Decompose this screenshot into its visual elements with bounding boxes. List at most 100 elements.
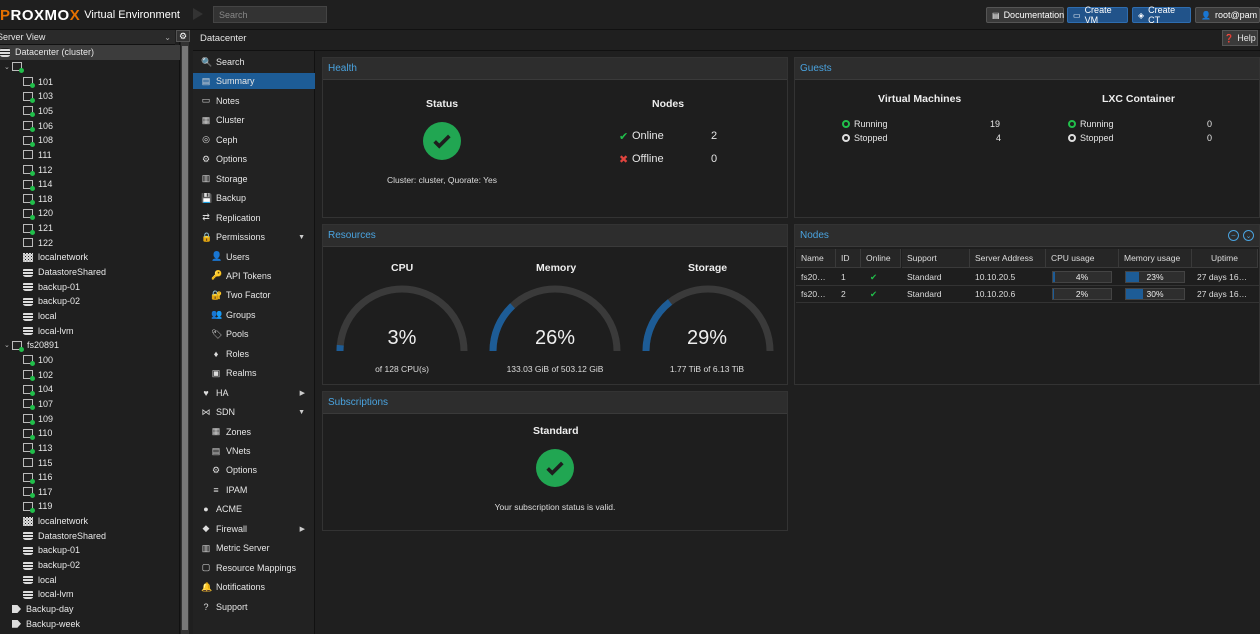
menu-icon: ⇄ [202, 212, 210, 223]
tree-storage[interactable]: DatastoreShared [0, 265, 180, 280]
column-header[interactable]: CPU usage [1046, 249, 1119, 268]
column-header[interactable]: Support [902, 249, 970, 268]
column-header[interactable]: Online [861, 249, 901, 268]
menu-item-options[interactable]: ⚙ Options [193, 462, 315, 478]
chevron-down-icon[interactable]: ⌄ [4, 63, 10, 71]
help-button[interactable]: ❓ Help [1222, 30, 1258, 46]
tree-tag[interactable]: Backup-week [0, 616, 180, 631]
menu-item-two-factor[interactable]: 🔐 Two Factor [193, 287, 315, 303]
menu-item-permissions[interactable]: 🔒 Permissions ▼ [193, 229, 315, 245]
column-header[interactable]: Name [796, 249, 836, 268]
tree-storage[interactable]: local [0, 572, 180, 587]
tree-vm[interactable]: 107 [0, 397, 180, 412]
tree-storage[interactable]: backup-01 [0, 543, 180, 558]
tree-tag[interactable]: Backup-day [0, 602, 180, 617]
menu-item-notifications[interactable]: 🔔 Notifications [193, 579, 315, 595]
menu-item-groups[interactable]: 👥 Groups [193, 307, 315, 323]
menu-item-ceph[interactable]: ◎ Ceph [193, 132, 315, 148]
tree-network[interactable]: localnetwork [0, 514, 180, 529]
chevron-down-icon[interactable]: ▼ [298, 233, 305, 241]
tree-storage[interactable]: backup-01 [0, 279, 180, 294]
create-ct-button[interactable]: ◈ Create CT [1132, 5, 1191, 25]
tree-vm[interactable]: 117 [0, 485, 180, 500]
menu-item-storage[interactable]: ▥ Storage [193, 171, 315, 187]
tree-vm[interactable]: 120 [0, 206, 180, 221]
tree-storage[interactable]: backup-02 [0, 558, 180, 573]
menu-item-options[interactable]: ⚙ Options [193, 151, 315, 167]
menu-item-users[interactable]: 👤 Users [193, 249, 315, 265]
menu-item-zones[interactable]: ▦ Zones [193, 424, 315, 440]
tree-scrollbar[interactable] [181, 42, 189, 634]
tree-datacenter[interactable]: Datacenter (cluster) [0, 45, 180, 60]
tree-vm[interactable]: 116 [0, 470, 180, 485]
tree-vm[interactable]: 111 [0, 148, 180, 163]
menu-item-acme[interactable]: ● ACME [193, 501, 315, 517]
menu-item-realms[interactable]: ▣ Realms [193, 365, 315, 381]
chevron-down-icon[interactable]: ▼ [298, 408, 305, 416]
menu-item-label: ACME [216, 504, 243, 515]
menu-item-label: Search [216, 57, 245, 67]
tree-vm[interactable]: 100 [0, 353, 180, 368]
view-selector[interactable]: Server View ⌄ [0, 30, 175, 45]
scrollbar-thumb[interactable] [182, 46, 188, 630]
menu-item-resource-mappings[interactable]: ▢ Resource Mappings [193, 560, 315, 576]
tree-vm[interactable]: 101 [0, 74, 180, 89]
tree-vm[interactable]: 105 [0, 104, 180, 119]
chevron-down-icon[interactable]: ⌄ [1243, 230, 1254, 241]
menu-item-cluster[interactable]: ▦ Cluster [193, 112, 315, 128]
tree-vm[interactable]: 114 [0, 177, 180, 192]
collapse-icon[interactable]: – [1228, 230, 1239, 241]
column-header[interactable]: ID [836, 249, 861, 268]
table-row[interactable] [796, 269, 1259, 286]
table-row[interactable] [796, 286, 1259, 303]
tree-storage[interactable]: DatastoreShared [0, 528, 180, 543]
create-vm-button[interactable]: ▭ Create VM [1067, 5, 1128, 25]
menu-item-vnets[interactable]: ▤ VNets [193, 443, 315, 459]
menu-item-metric-server[interactable]: ▥ Metric Server [193, 540, 315, 556]
menu-item-ipam[interactable]: ≡ IPAM [193, 482, 315, 498]
menu-item-api-tokens[interactable]: 🔑 API Tokens [193, 268, 315, 284]
tree-storage[interactable]: local [0, 309, 180, 324]
tree-node[interactable]: ⌄ [0, 60, 180, 75]
tree-vm[interactable]: 108 [0, 133, 180, 148]
tree-storage[interactable]: local-lvm [0, 323, 180, 338]
tree-vm[interactable]: 110 [0, 426, 180, 441]
tree-vm[interactable]: 103 [0, 89, 180, 104]
user-menu-button[interactable]: 👤root@pam⌄ [1195, 7, 1260, 23]
column-header[interactable]: Memory usage [1119, 249, 1192, 268]
menu-item-replication[interactable]: ⇄ Replication [193, 210, 315, 226]
menu-item-sdn[interactable]: ⋈ SDN ▼ [193, 404, 315, 420]
menu-item-pools[interactable]: 🏷 Pools [193, 326, 315, 342]
menu-item-summary[interactable]: ▤ Summary [193, 73, 315, 90]
menu-item-firewall[interactable]: ◆ Firewall ▶ [193, 521, 315, 537]
tree-vm[interactable]: 112 [0, 162, 180, 177]
tree-vm[interactable]: 115 [0, 455, 180, 470]
chevron-right-icon[interactable]: ▶ [299, 525, 305, 533]
tree-vm[interactable]: 109 [0, 411, 180, 426]
menu-item-search[interactable]: 🔍 Search [193, 54, 315, 70]
tree-vm[interactable]: 119 [0, 499, 180, 514]
menu-item-support[interactable]: ? Support [193, 599, 315, 615]
gear-icon[interactable]: ⚙ [176, 30, 190, 42]
tree-storage[interactable]: backup-02 [0, 294, 180, 309]
tree-vm[interactable]: 118 [0, 192, 180, 207]
tree-network[interactable]: localnetwork [0, 250, 180, 265]
tree-vm[interactable]: 106 [0, 118, 180, 133]
search-input[interactable]: Search [213, 6, 327, 23]
tree-node[interactable]: ⌄ fs20891 [0, 338, 180, 353]
chevron-right-icon[interactable]: ▶ [299, 389, 305, 397]
menu-item-notes[interactable]: ▭ Notes [193, 93, 315, 109]
menu-item-ha[interactable]: ♥ HA ▶ [193, 385, 315, 401]
column-header[interactable]: Uptime [1192, 249, 1258, 268]
tree-vm[interactable]: 104 [0, 382, 180, 397]
documentation-button[interactable]: ▤ Documentation [986, 7, 1064, 23]
column-header[interactable]: Server Address [970, 249, 1046, 268]
menu-item-roles[interactable]: ♦ Roles [193, 346, 315, 362]
tree-vm[interactable]: 113 [0, 441, 180, 456]
tree-storage[interactable]: local-lvm [0, 587, 180, 602]
tree-vm[interactable]: 102 [0, 367, 180, 382]
menu-item-backup[interactable]: 💾 Backup [193, 190, 315, 206]
tree-vm[interactable]: 121 [0, 221, 180, 236]
chevron-down-icon[interactable]: ⌄ [4, 342, 10, 350]
tree-vm[interactable]: 122 [0, 235, 180, 250]
